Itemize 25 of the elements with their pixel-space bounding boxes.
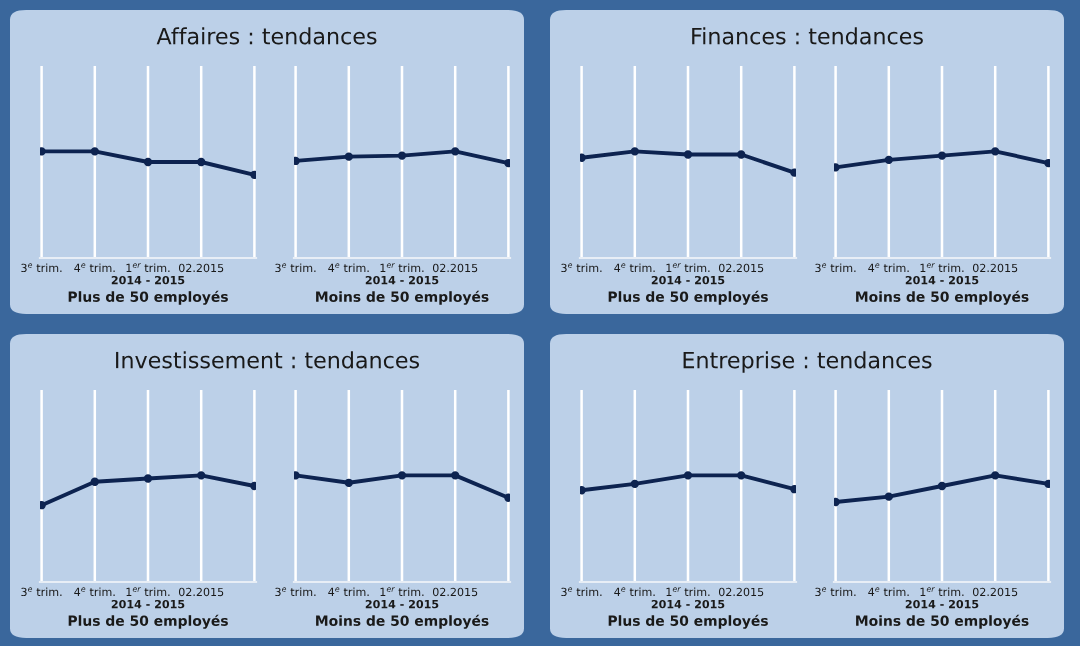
chart-title: Investissement : tendances [116,351,420,369]
point [683,471,693,480]
point [630,147,639,156]
point [683,150,693,159]
point [580,153,586,162]
point [630,479,639,489]
point [737,471,746,480]
point [834,163,840,172]
point [991,147,1000,156]
point [143,474,153,483]
point [937,481,947,491]
chart-title: Finances : tendances [692,27,923,45]
point [40,501,46,510]
point [737,150,746,159]
point [790,485,796,494]
chart-title: Affaires : tendances [156,27,377,45]
point [937,151,947,160]
point [884,492,893,501]
point [991,471,1000,480]
point [884,155,893,165]
point [197,471,206,480]
point [580,486,586,495]
chart-title: Entreprise : tendances [683,351,932,373]
point [90,477,99,486]
point [790,168,796,177]
